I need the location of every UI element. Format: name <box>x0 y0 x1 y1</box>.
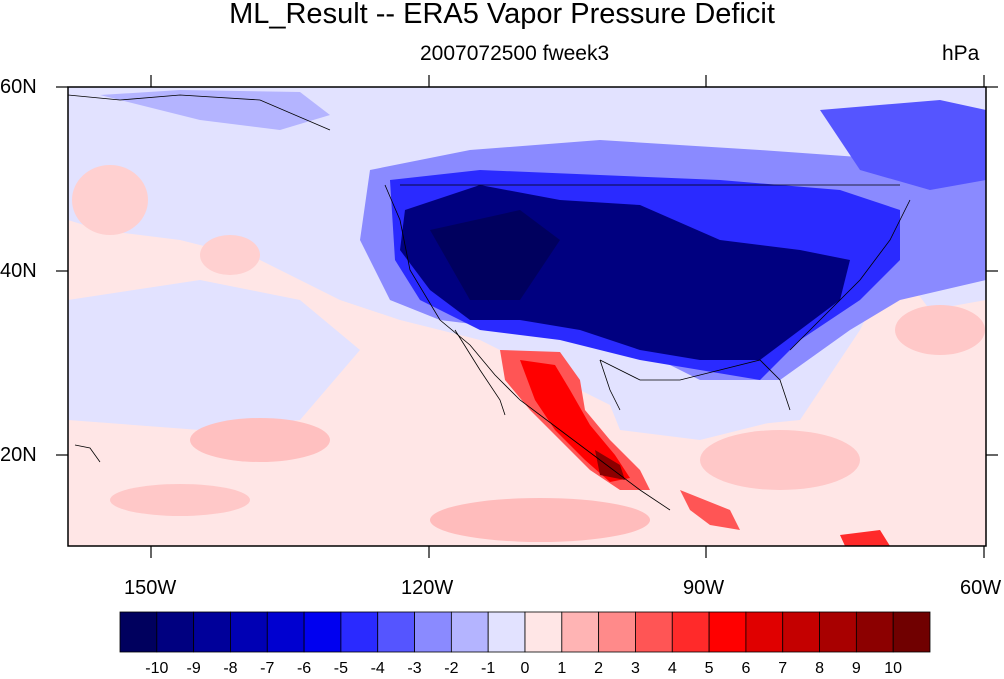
colorbar-tick-label: -9 <box>186 660 201 677</box>
colorbar-swatch <box>524 611 563 653</box>
colorbar-tick-label: -5 <box>333 660 349 677</box>
colorbar-swatch <box>635 611 673 653</box>
colorbar-tick-label: -10 <box>145 660 169 677</box>
colorbar-tick-label: -7 <box>260 660 275 677</box>
colorbar-tick-label: 9 <box>851 660 861 677</box>
colorbar-swatch <box>782 611 820 653</box>
colorbar-swatch <box>266 611 305 653</box>
colorbar-tick-label: -6 <box>296 660 312 677</box>
colorbar-tick-label: 3 <box>631 660 640 677</box>
map-subtitle: 2007072500 fweek3 <box>420 42 610 65</box>
vpd-field <box>68 87 986 546</box>
map-title: ML_Result -- ERA5 Vapor Pressure Deficit <box>229 0 775 30</box>
lon-label-60w: 60W <box>960 577 1002 599</box>
colorbar-swatch <box>745 611 784 653</box>
colorbar-swatch <box>414 611 452 653</box>
coastlines <box>68 94 911 511</box>
colorbar-tick-label: -2 <box>444 660 459 677</box>
lon-label-120w: 120W <box>401 577 454 599</box>
lon-label-90w: 90W <box>683 577 725 599</box>
colorbar-swatch <box>708 611 747 653</box>
colorbar-tick-label: -1 <box>481 660 496 677</box>
colorbar-swatch <box>340 611 379 653</box>
colorbar-tick-label: -3 <box>407 660 422 677</box>
colorbar-swatch <box>377 611 415 653</box>
lon-label-150w: 150W <box>124 577 177 599</box>
colorbar-tick-label: 1 <box>557 660 567 677</box>
colorbar-tick-label: 0 <box>520 660 530 677</box>
colorbar-swatch <box>671 611 710 653</box>
colorbar-tick-label: 5 <box>704 660 714 677</box>
colorbar-swatch <box>892 611 931 653</box>
colorbar-swatch <box>230 611 268 653</box>
colorbar-swatch <box>119 611 158 653</box>
colorbar-swatch <box>561 611 600 653</box>
colorbar-tick-label: 8 <box>815 660 824 677</box>
colorbar-swatch <box>450 611 489 653</box>
lat-label-60n: 60N <box>0 76 37 98</box>
colorbar-swatch <box>156 611 195 653</box>
colorbar-swatch <box>598 611 636 653</box>
colorbar-tick-label: 7 <box>778 660 788 677</box>
lat-label-20n: 20N <box>0 444 37 466</box>
colorbar-swatch <box>193 611 231 653</box>
colorbar-tick-label: 6 <box>741 660 751 677</box>
colorbar-swatch <box>819 611 857 653</box>
lat-label-40n: 40N <box>0 260 37 282</box>
colorbar-tick-label: 10 <box>884 660 903 677</box>
units-label: hPa <box>942 42 980 65</box>
colorbar-swatch <box>303 611 342 653</box>
colorbar-swatch <box>855 611 894 653</box>
colorbar <box>119 611 931 653</box>
colorbar-tick-label: -8 <box>223 660 238 677</box>
axis-ticks <box>56 75 998 558</box>
colorbar-swatch <box>487 611 526 653</box>
plot-frame <box>67 86 987 547</box>
colorbar-tick-label: 2 <box>594 660 604 677</box>
colorbar-tick-label: 4 <box>667 660 677 677</box>
colorbar-tick-label: -4 <box>370 660 385 677</box>
